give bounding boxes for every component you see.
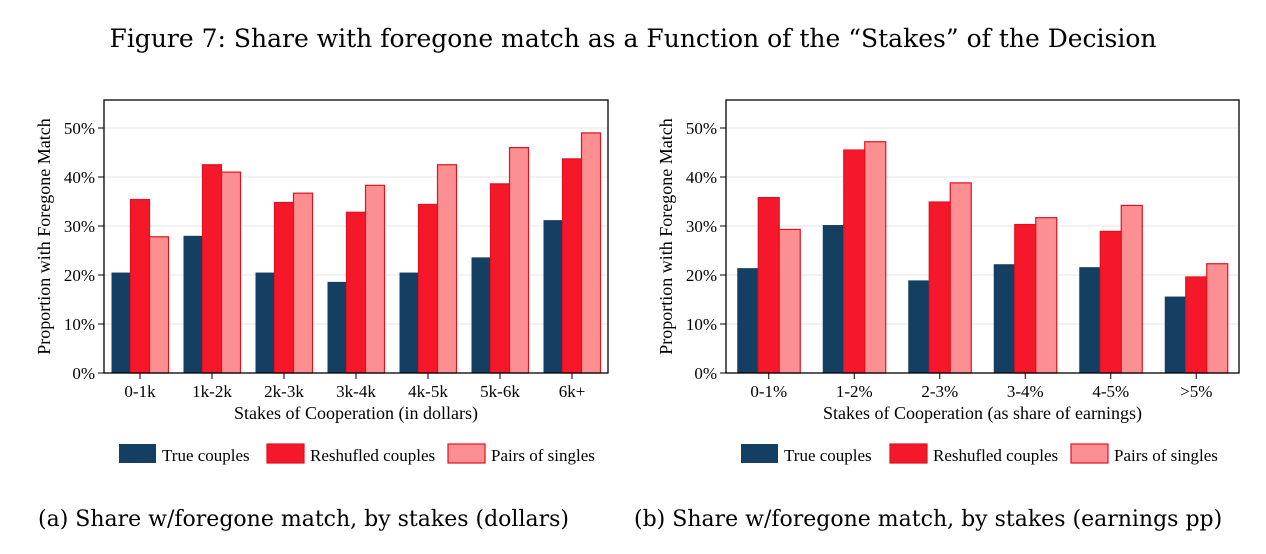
chart-a: 0-1k 1k-2k 2k-3k 3k-4k 4k-5k 5k-6k 6k+ 0% 10% 20%…	[34, 99, 609, 465]
y-axis-label: Proportion with Foregone Match	[656, 118, 676, 354]
x-tick-label: 2-3%	[921, 382, 958, 401]
legend-label: True couples	[162, 446, 250, 465]
bar-reshufled-couples	[843, 149, 866, 374]
bar-reshufled-couples	[489, 183, 511, 374]
y-tick-label: 0%	[72, 364, 95, 383]
x-tick-label: 1k-2k	[192, 382, 232, 401]
bar-pairs-of-singles	[949, 182, 972, 374]
bar-pairs-of-singles	[864, 141, 887, 374]
bar-pairs-of-singles	[148, 236, 170, 374]
caption-a: (a) Share w/foregone match, by stakes (d…	[38, 507, 570, 532]
y-axis-label: Proportion with Foregone Match	[34, 118, 54, 354]
bar-true-couples	[993, 264, 1015, 373]
bar-pairs-of-singles	[364, 184, 386, 374]
x-tick-label: 1-2%	[836, 382, 873, 401]
legend-swatch-pairs-of-singles	[1070, 443, 1109, 464]
bar-true-couples	[327, 281, 347, 373]
x-axis-label: Stakes of Cooperation (as share of earni…	[823, 403, 1142, 424]
bar-true-couples	[1079, 267, 1101, 373]
chart-b: 0-1% 1-2% 2-3% 3-4% 4-5% >5% 0% 10% 20% 30% 40% 50%…	[656, 99, 1240, 465]
bar-pairs-of-singles	[436, 164, 458, 374]
legend-label: Reshufled couples	[310, 446, 435, 465]
y-tick-label: 50%	[686, 119, 717, 138]
bar-pairs-of-singles	[580, 132, 602, 374]
y-tick-label: 20%	[64, 266, 95, 285]
legend-swatch-reshufled-couples	[889, 443, 928, 464]
bar-pairs-of-singles	[292, 192, 314, 374]
bar-true-couples	[908, 280, 930, 373]
y-tick-label: 10%	[64, 315, 95, 334]
bar-true-couples	[399, 272, 419, 373]
legend-label: Pairs of singles	[491, 446, 595, 465]
legend-swatch-reshufled-couples	[266, 443, 305, 464]
legend-label: Pairs of singles	[1114, 446, 1218, 465]
bar-true-couples	[111, 272, 131, 373]
y-tick-label: 50%	[64, 119, 95, 138]
bar-pairs-of-singles	[1120, 204, 1143, 374]
figure-title: Figure 7: Share with foregone match as a…	[109, 24, 1157, 53]
bar-pairs-of-singles	[220, 171, 242, 374]
y-tick-label: 0%	[694, 364, 717, 383]
bar-reshufled-couples	[201, 164, 223, 374]
y-tick-label: 10%	[686, 315, 717, 334]
legend-label: True couples	[784, 446, 872, 465]
bar-true-couples	[255, 272, 275, 373]
legend-label: Reshufled couples	[933, 446, 1058, 465]
plot-frame	[725, 99, 1240, 374]
legend-swatch-pairs-of-singles	[447, 443, 486, 464]
x-tick-label: 3-4%	[1007, 382, 1044, 401]
bar-true-couples	[822, 225, 844, 373]
bar-reshufled-couples	[561, 158, 583, 374]
legend-swatch-true-couples	[119, 444, 156, 463]
legend-swatch-true-couples	[741, 444, 778, 463]
x-tick-label: >5%	[1180, 382, 1212, 401]
bar-reshufled-couples	[273, 201, 295, 374]
bar-true-couples	[543, 220, 563, 373]
x-tick-label: 5k-6k	[480, 382, 520, 401]
bar-true-couples	[471, 257, 491, 373]
caption-b: (b) Share w/foregone match, by stakes (e…	[634, 507, 1223, 532]
bar-reshufled-couples	[1099, 230, 1122, 374]
bar-reshufled-couples	[757, 196, 780, 374]
bar-true-couples	[737, 268, 759, 373]
bar-pairs-of-singles	[778, 228, 801, 374]
bar-reshufled-couples	[129, 198, 151, 374]
y-tick-label: 40%	[686, 168, 717, 187]
bar-reshufled-couples	[345, 211, 367, 374]
x-tick-label: 0-1%	[750, 382, 787, 401]
x-tick-label: 0-1k	[124, 382, 156, 401]
bar-reshufled-couples	[928, 201, 951, 374]
x-tick-label: 4-5%	[1092, 382, 1129, 401]
bar-pairs-of-singles	[1035, 217, 1058, 374]
bar-reshufled-couples	[1185, 276, 1208, 374]
x-axis-label: Stakes of Cooperation (in dollars)	[234, 403, 478, 424]
bar-pairs-of-singles	[508, 147, 530, 374]
x-tick-label: 6k+	[559, 382, 586, 401]
bar-reshufled-couples	[417, 203, 439, 374]
x-tick-label: 2k-3k	[264, 382, 304, 401]
plot-frame	[103, 99, 609, 374]
y-tick-label: 30%	[686, 217, 717, 236]
bar-true-couples	[183, 235, 203, 373]
bar-reshufled-couples	[1014, 223, 1037, 374]
bar-pairs-of-singles	[1206, 263, 1229, 374]
y-tick-label: 20%	[686, 266, 717, 285]
x-tick-label: 4k-5k	[408, 382, 448, 401]
x-tick-label: 3k-4k	[336, 382, 376, 401]
bar-true-couples	[1164, 296, 1186, 373]
y-tick-label: 30%	[64, 217, 95, 236]
y-tick-label: 40%	[64, 168, 95, 187]
